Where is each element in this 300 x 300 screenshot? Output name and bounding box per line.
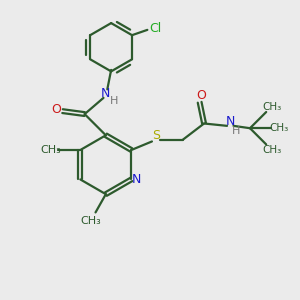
- Text: O: O: [51, 103, 61, 116]
- Text: CH₃: CH₃: [262, 145, 282, 155]
- Text: CH₃: CH₃: [262, 102, 282, 112]
- Text: O: O: [196, 89, 206, 102]
- Text: H: H: [232, 126, 241, 136]
- Text: CH₃: CH₃: [81, 216, 101, 226]
- Text: CH₃: CH₃: [269, 123, 289, 133]
- Text: H: H: [110, 96, 118, 106]
- Text: N: N: [225, 115, 235, 128]
- Text: N: N: [101, 87, 110, 100]
- Text: N: N: [132, 173, 141, 186]
- Text: Cl: Cl: [149, 22, 162, 35]
- Text: CH₃: CH₃: [40, 145, 61, 155]
- Text: S: S: [152, 129, 160, 142]
